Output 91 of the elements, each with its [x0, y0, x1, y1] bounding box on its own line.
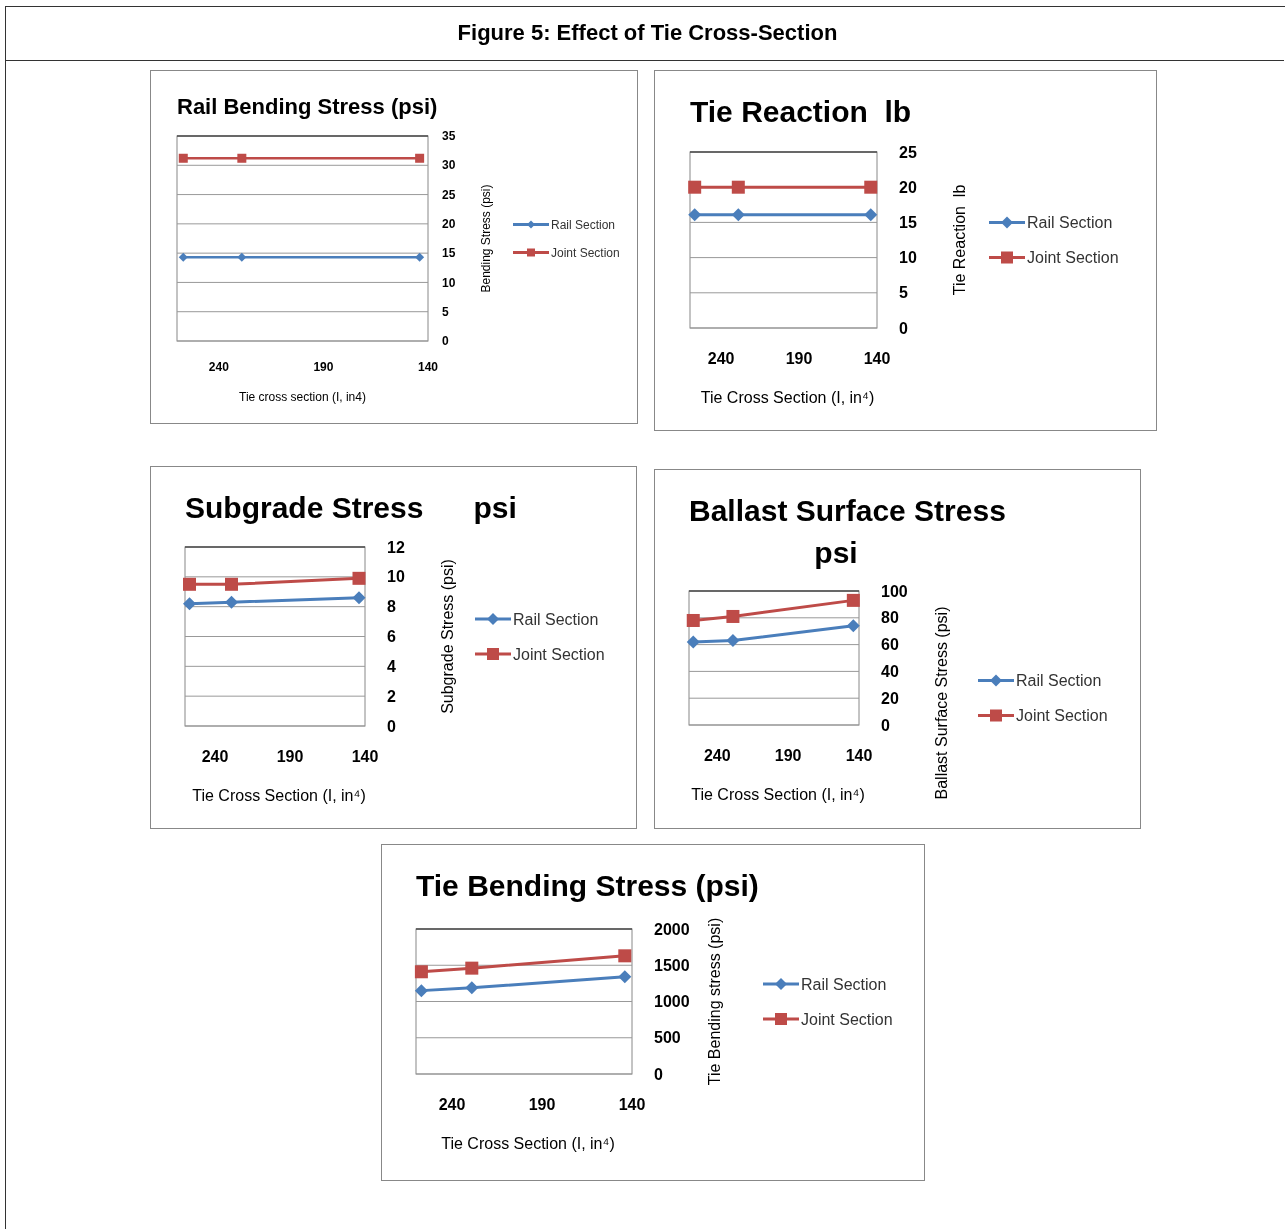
- x-tick-label: 190: [785, 350, 813, 367]
- x-tick-label: 140: [845, 747, 873, 764]
- y-tick-label: 0: [899, 319, 908, 337]
- x-tick-label: 240: [201, 748, 229, 765]
- y-axis-title: Ballast Surface Stress (psi): [933, 606, 950, 800]
- x-axis-title: Tie Cross Section (I, in⁴): [691, 786, 865, 803]
- y-tick-label: 4: [387, 657, 396, 675]
- caption: Figure 5: Effect of Tie Cross-Section: [456, 20, 839, 46]
- y-tick-label: 0: [387, 717, 396, 735]
- point: [225, 595, 238, 609]
- x-tick-label: 140: [351, 748, 379, 765]
- y-tick-label: 40: [881, 663, 899, 680]
- legend-label: Joint Section: [1027, 249, 1119, 267]
- y-tick-label: 20: [881, 689, 899, 707]
- y-axis-title: Tie Bending stress (psi): [706, 917, 723, 1086]
- y-tick-label: 35: [442, 129, 456, 144]
- chart-title: Tie Reaction lb: [690, 95, 912, 128]
- y-tick-label: 1000: [654, 993, 690, 1011]
- y-tick-label: 0: [442, 334, 449, 349]
- point: [686, 635, 700, 649]
- x-tick-label: 240: [703, 747, 731, 764]
- point: [465, 981, 479, 995]
- x-tick-label: 240: [707, 350, 735, 367]
- x-axis-title: Tie Cross Section (I, in⁴): [441, 1135, 615, 1152]
- y-tick-label: 6: [387, 628, 396, 646]
- chart-title: Rail Bending Stress (psi): [177, 94, 438, 119]
- y-tick-label: 0: [881, 716, 890, 734]
- y-tick-label: 0: [654, 1065, 663, 1083]
- y-tick-label: 500: [654, 1029, 681, 1047]
- x-axis-title: Tie cross section (I, in4): [239, 390, 366, 404]
- x-tick-label: 190: [774, 747, 802, 764]
- legend-label: Joint Section: [801, 1010, 893, 1028]
- y-tick-label: 10: [442, 275, 456, 290]
- point: [618, 970, 632, 984]
- x-tick-label: 190: [313, 360, 334, 374]
- y-tick-label: 80: [881, 609, 899, 627]
- point: [465, 961, 479, 975]
- point: [726, 609, 740, 623]
- point: [618, 949, 632, 963]
- y-tick-label: 2000: [654, 920, 690, 938]
- y-tick-label: 25: [442, 187, 456, 202]
- y-tick-label: 2: [387, 687, 396, 705]
- y-tick-label: 100: [881, 582, 908, 600]
- y-tick-label: 5: [442, 304, 449, 319]
- x-axis-title: Tie Cross Section (I, in⁴): [192, 787, 366, 804]
- x-tick-label: 140: [863, 350, 891, 367]
- point: [846, 619, 860, 633]
- y-tick-label: 5: [899, 284, 908, 302]
- point: [225, 577, 238, 591]
- y-tick-label: 15: [899, 214, 917, 231]
- point: [686, 613, 700, 627]
- y-tick-label: 8: [387, 598, 396, 616]
- point: [352, 591, 366, 605]
- y-tick-label: 25: [899, 143, 917, 161]
- x-axis-title: Tie Cross Section (I, in⁴): [700, 389, 875, 406]
- y-tick-label: 30: [442, 158, 456, 173]
- chart-title: Ballast Surface Stress psi: [689, 494, 1006, 569]
- x-tick-label: 190: [276, 748, 304, 765]
- y-axis-title: Tie Reaction lb: [951, 184, 968, 296]
- y-tick-label: 20: [899, 178, 917, 196]
- x-tick-label: 240: [208, 360, 230, 374]
- legend-label: Rail Section: [801, 975, 887, 993]
- legend-label: Rail Section: [1016, 672, 1102, 690]
- y-tick-label: 15: [442, 246, 456, 261]
- chart-title: Subgrade Stress psi: [185, 491, 517, 524]
- y-tick-label: 60: [881, 636, 899, 654]
- point: [726, 634, 740, 648]
- point: [414, 965, 428, 979]
- point: [846, 593, 860, 607]
- x-tick-label: 190: [528, 1096, 556, 1113]
- point: [414, 984, 428, 998]
- y-tick-label: 12: [387, 538, 405, 556]
- x-tick-label: 140: [417, 360, 439, 374]
- legend-label: Rail Section: [1027, 214, 1113, 232]
- y-tick-label: 10: [387, 568, 405, 586]
- legend-label: Joint Section: [1016, 707, 1108, 725]
- y-tick-label: 1500: [654, 956, 690, 974]
- x-tick-label: 140: [618, 1096, 646, 1113]
- y-tick-label: 20: [442, 217, 456, 232]
- point: [183, 577, 196, 591]
- chart-title: Tie Bending Stress (psi): [416, 869, 759, 902]
- legend-label: Joint Section: [551, 245, 620, 260]
- point: [183, 597, 196, 611]
- y-axis-title: Bending Stress (psi): [479, 184, 493, 293]
- y-tick-label: 10: [899, 249, 917, 267]
- legend-label: Joint Section: [513, 645, 605, 663]
- y-axis-title: Subgrade Stress (psi): [439, 559, 456, 714]
- legend-label: Rail Section: [513, 610, 599, 628]
- point: [352, 571, 366, 585]
- x-tick-label: 240: [438, 1096, 466, 1113]
- legend-label: Rail Section: [551, 217, 616, 232]
